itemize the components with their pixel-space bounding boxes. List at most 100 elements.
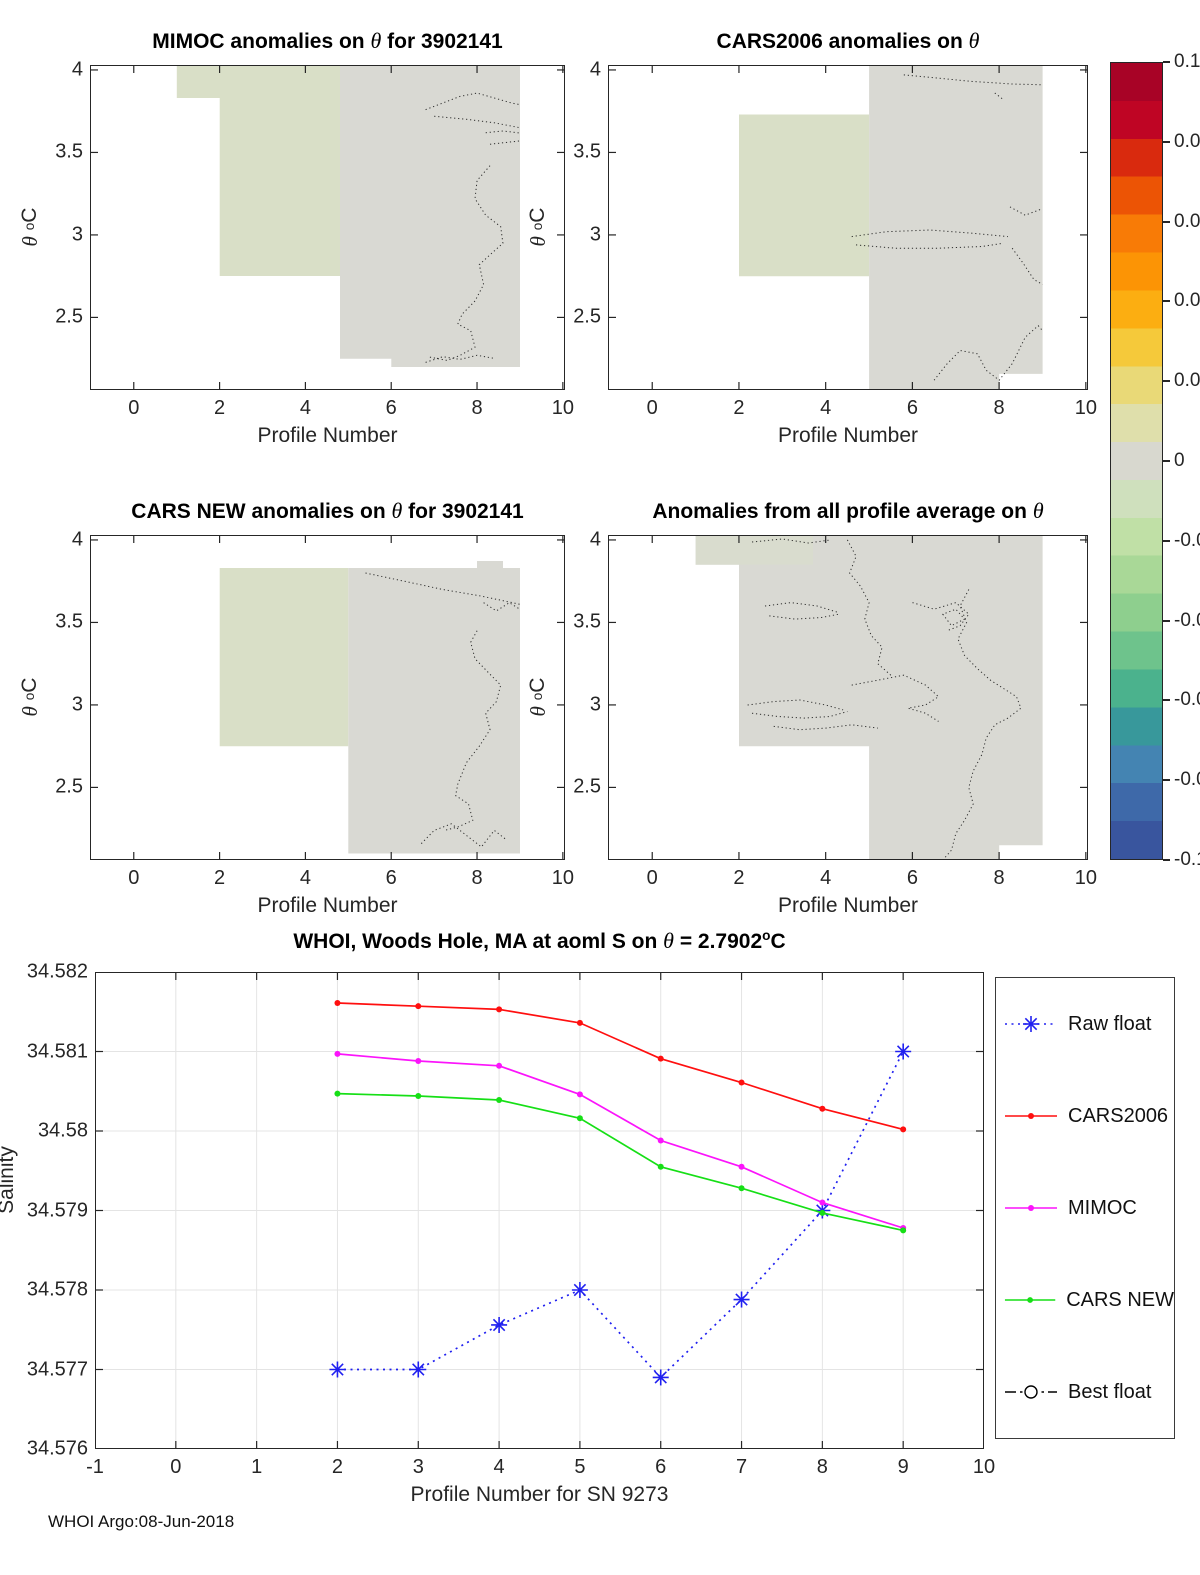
colorbar-tick-mark	[1163, 460, 1170, 462]
asterisk-marker	[896, 1045, 910, 1058]
asterisk-marker	[573, 1283, 587, 1297]
x-tick-label: 8	[993, 867, 1005, 889]
x-tick-label: 3	[412, 1456, 424, 1478]
dot-marker	[415, 1058, 422, 1065]
theta-symbol: θ	[663, 928, 674, 953]
legend-label: CARS2006	[1068, 1104, 1169, 1127]
y-tick-label: 4	[71, 58, 83, 81]
colorbar-tick-label: -0.06	[1174, 689, 1200, 711]
x-tick-label: 6	[385, 867, 397, 889]
asterisk-marker	[1024, 1017, 1038, 1031]
xlabel-salinity-chart: Profile Number for SN 9273	[410, 1483, 669, 1506]
contour-field-all-average	[608, 535, 1088, 860]
x-tick-label: 10	[972, 1456, 996, 1478]
unit-text: C	[18, 677, 41, 693]
colorbar-tick-mark	[1163, 220, 1170, 223]
dot-marker	[900, 1227, 907, 1234]
x-tick-label: 7	[735, 1456, 748, 1478]
dot-marker	[900, 1126, 907, 1133]
title-text: = 2.7902	[673, 930, 763, 953]
colorbar-tick-label: -0.08	[1174, 769, 1200, 791]
dot-marker	[657, 1137, 664, 1144]
x-tick-label: 10	[1074, 397, 1097, 419]
colorbar-tick-label: 0.08	[1174, 130, 1200, 152]
footer-date-stamp: WHOI Argo:08-Jun-2018	[48, 1512, 235, 1531]
colorbar-tick-label: 0	[1174, 450, 1185, 471]
x-tick-label: 8	[993, 397, 1005, 419]
x-tick-label: 10	[1074, 867, 1097, 889]
x-tick-label: 2	[733, 867, 745, 889]
y-tick-label: 34.578	[26, 1278, 88, 1301]
dot-marker	[334, 1090, 341, 1097]
x-tick-label: 4	[820, 867, 832, 889]
dot-marker	[334, 1050, 341, 1057]
y-tick-label: 3	[71, 223, 83, 246]
y-tick-label: 3.5	[55, 140, 83, 163]
x-tick-label: 0	[128, 867, 140, 889]
dot-marker	[576, 1115, 583, 1122]
colorbar-tick-label: 0.02	[1174, 370, 1200, 392]
panel-title-carsnew: CARS NEW anomalies on θ for 3902141	[90, 498, 565, 524]
legend-item-cars-new: CARS NEW	[996, 1254, 1174, 1346]
title-text: for 3902141	[402, 500, 524, 523]
y-tick-label: 3	[71, 693, 83, 716]
x-tick-label: 0	[646, 397, 658, 419]
salinity-chart-field	[95, 972, 984, 1449]
series-line-raw-float	[337, 1051, 904, 1379]
colorbar-tick-mark	[1163, 539, 1170, 542]
colorbar-tick-label: 0.06	[1174, 210, 1200, 232]
xlabel-mimoc: Profile Number	[257, 424, 398, 447]
x-tick-label: 9	[897, 1456, 909, 1478]
legend-item-mimoc: MIMOC	[996, 1162, 1174, 1254]
panel-title-salinity: WHOI, Woods Hole, MA at aoml S on θ = 2.…	[95, 928, 984, 954]
title-text: C	[770, 930, 786, 953]
x-tick-label: 4	[493, 1456, 505, 1478]
colorbar-tick-mark	[1163, 779, 1170, 782]
unit-text: C	[18, 207, 41, 223]
dot-marker	[738, 1079, 745, 1086]
dot-marker	[415, 1003, 422, 1010]
legend-marker-sample	[1005, 1016, 1057, 1032]
y-tick-label: 3.5	[573, 610, 601, 633]
unit-text: C	[526, 207, 549, 223]
x-tick-label: 2	[733, 397, 745, 419]
title-text: for 3902141	[381, 30, 503, 53]
colorbar-tick-mark	[1163, 380, 1170, 383]
theta-symbol: θ	[968, 28, 980, 53]
colorbar-tick-mark	[1163, 619, 1170, 622]
xlabel-carsnew: Profile Number	[257, 894, 398, 917]
y-tick-label: 34.579	[26, 1199, 88, 1221]
colorbar-tick-mark	[1163, 140, 1170, 143]
legend-item-best-float: Best float	[996, 1346, 1174, 1438]
panel-title-mimoc: MIMOC anomalies on θ for 3902141	[90, 28, 565, 54]
y-tick-label: 4	[71, 528, 83, 551]
x-tick-label: 0	[128, 397, 140, 419]
dot-marker	[819, 1209, 826, 1216]
legend-marker-sample	[1005, 1385, 1057, 1399]
x-tick-label: 0	[646, 867, 658, 889]
panel-title-cars2006: CARS2006 anomalies on θ	[608, 28, 1088, 54]
dot-marker	[1028, 1113, 1034, 1119]
legend-item-raw-float: Raw float	[996, 978, 1174, 1070]
y-tick-label: 2.5	[573, 305, 601, 328]
dot-marker	[415, 1093, 422, 1100]
asterisk-marker	[735, 1293, 748, 1306]
x-tick-label: 10	[551, 397, 574, 419]
legend-box: Raw float CARS2006 MIMOC CARS NEW Best float	[995, 977, 1175, 1439]
superscript-degree: o	[762, 928, 771, 943]
x-tick-label: 8	[816, 1456, 828, 1478]
legend-label: Best float	[1068, 1380, 1152, 1403]
asterisk-marker	[492, 1318, 506, 1332]
colorbar-tick-mark	[1163, 699, 1170, 702]
x-tick-label: 4	[299, 867, 311, 889]
legend-label: Raw float	[1068, 1012, 1152, 1035]
x-tick-label: 10	[551, 867, 574, 889]
contour-field-mimoc	[90, 65, 565, 390]
x-tick-label: 5	[574, 1456, 586, 1478]
y-tick-label: 34.577	[26, 1358, 88, 1380]
x-tick-label: 6	[906, 867, 918, 889]
legend-marker-sample	[1005, 1113, 1057, 1119]
series-line-cars-new	[337, 1092, 904, 1232]
colorbar-tick-label: -0.02	[1174, 529, 1200, 551]
